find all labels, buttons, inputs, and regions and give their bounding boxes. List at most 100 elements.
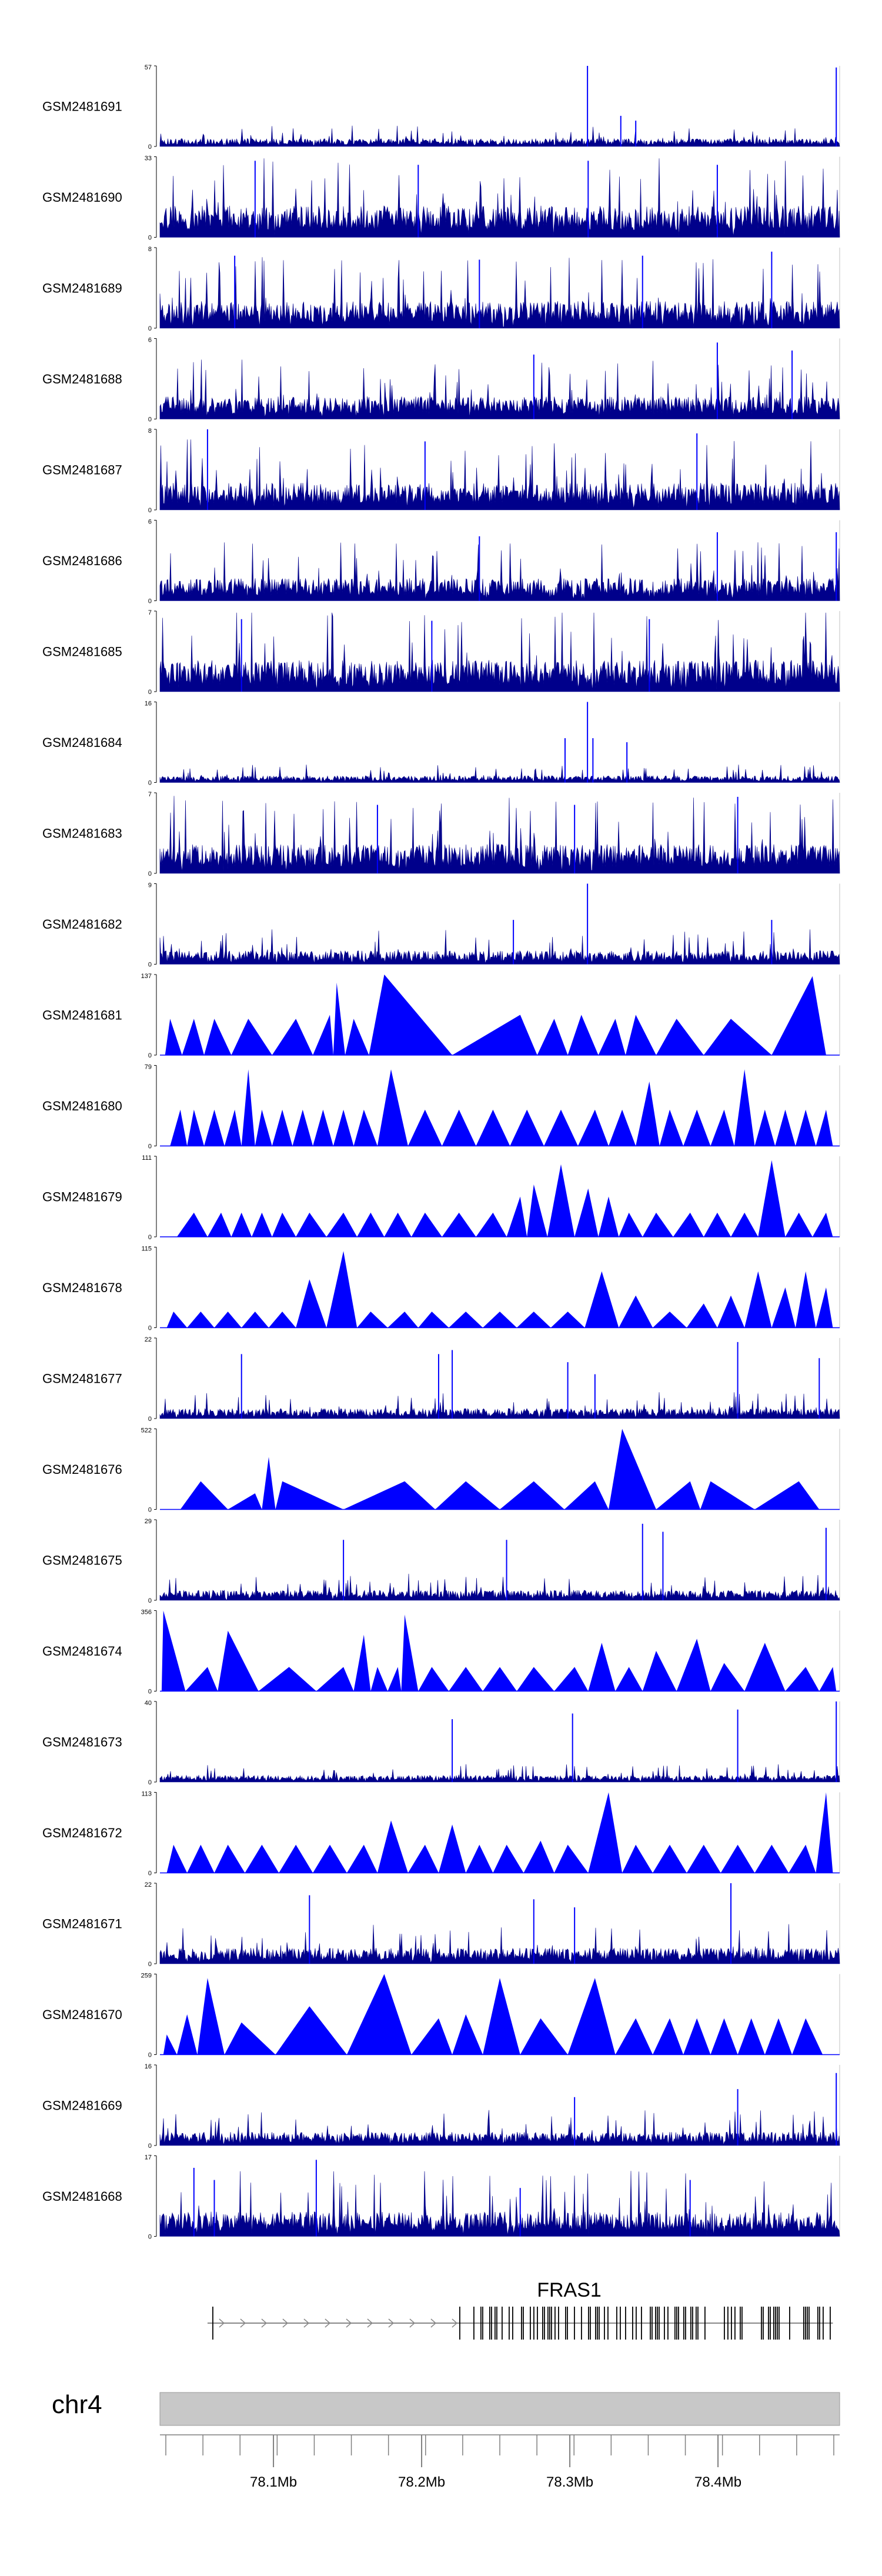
y-min-label: 0: [148, 1779, 152, 1786]
signal-peak: [275, 1481, 344, 1510]
y-min-label: 0: [148, 1507, 152, 1514]
y-max-label: 8: [148, 428, 152, 435]
signal-peak: [452, 1015, 537, 1055]
y-max-label: 522: [141, 1427, 152, 1434]
y-max-label: 6: [148, 519, 152, 526]
signal-peak: [387, 1312, 419, 1328]
signal-peak: [527, 1184, 547, 1237]
signal-peak: [165, 1019, 182, 1055]
signal-peak: [653, 1312, 687, 1328]
signal-peak: [792, 2018, 823, 2055]
signal-peak: [187, 1109, 205, 1146]
signal-peak: [516, 1312, 551, 1328]
y-max-label: 22: [145, 1336, 152, 1343]
y-max-label: 115: [141, 1246, 152, 1253]
signal-peak: [673, 1212, 704, 1237]
signal-peak: [353, 1634, 371, 1691]
signal-peak: [544, 1109, 578, 1146]
x-tick-label: 78.3Mb: [546, 2474, 593, 2490]
signal-area: [159, 439, 840, 510]
signal-peak: [537, 1019, 568, 1055]
track-label: GSM2481679: [42, 1190, 122, 1204]
track-GSM2481671: GSM2481671 22 0: [42, 1881, 840, 1968]
signal-peak: [758, 1160, 786, 1237]
signal-peak: [187, 1844, 215, 1873]
signal-area: [159, 796, 840, 874]
y-max-label: 9: [148, 882, 152, 889]
signal-peak: [550, 1312, 585, 1328]
y-max-label: 16: [145, 700, 152, 708]
signal-peak: [176, 2014, 198, 2055]
signal-peak: [744, 1271, 772, 1328]
signal-peak: [816, 1287, 833, 1328]
signal-peak: [737, 2018, 765, 2055]
track-label: GSM2481690: [42, 190, 122, 205]
signal-peak: [241, 1312, 269, 1328]
y-min-label: 0: [148, 325, 152, 332]
track-label: GSM2481674: [42, 1644, 122, 1659]
track-GSM2481668: GSM2481668 17 0: [42, 2154, 840, 2241]
signal-peak: [710, 1663, 745, 1691]
signal-peak: [228, 1493, 262, 1510]
signal-peak: [771, 976, 826, 1055]
track-GSM2481673: GSM2481673 40 0: [42, 1700, 840, 1786]
y-max-label: 7: [148, 609, 152, 616]
signal-peak: [598, 1196, 619, 1237]
signal-peak: [547, 1164, 575, 1237]
signal-peak: [622, 1844, 653, 1873]
track-label: GSM2481676: [42, 1462, 122, 1477]
track-GSM2481678: GSM2481678 115 0: [42, 1246, 840, 1332]
signal-peak: [493, 1844, 524, 1873]
track-label: GSM2481687: [42, 463, 122, 478]
y-max-label: 113: [141, 1791, 152, 1798]
track-GSM2481682: GSM2481682 9 0: [42, 882, 840, 969]
signal-peak: [204, 1019, 232, 1055]
signal-peak: [258, 1667, 316, 1691]
y-min-label: 0: [148, 1052, 152, 1059]
signal-peak: [180, 1481, 228, 1510]
signal-peak: [523, 1840, 554, 1873]
signal-peak: [357, 1212, 385, 1237]
strand-arrow: [388, 2318, 395, 2328]
signal-area: [159, 1764, 840, 1783]
signal-peak: [683, 2018, 711, 2055]
signal-peak: [588, 1792, 623, 1873]
signal-peak: [333, 1109, 354, 1146]
signal-peak: [588, 1643, 616, 1691]
track-label: GSM2481680: [42, 1099, 122, 1113]
chromosome-ideogram: chr4 78.1Mb 78.2Mb 78.3Mb 78.4Mb: [52, 2390, 840, 2490]
signal-peak: [418, 1312, 449, 1328]
track-GSM2481690: GSM2481690 33 0: [42, 155, 840, 242]
track-GSM2481683: GSM2481683 7 0: [42, 791, 840, 877]
signal-area: [159, 612, 840, 692]
signal-peak: [401, 1614, 419, 1691]
signal-peak: [642, 1651, 677, 1691]
track-label: GSM2481685: [42, 645, 122, 659]
signal-peak: [816, 1792, 833, 1873]
y-max-label: 17: [145, 2154, 152, 2161]
signal-peak: [483, 1978, 520, 2055]
signal-peak: [771, 1287, 796, 1328]
track-label: GSM2481691: [42, 99, 122, 114]
signal-peak: [377, 1820, 408, 1873]
track-label: GSM2481670: [42, 2007, 122, 2022]
track-GSM2481679: GSM2481679 111 0: [42, 1154, 840, 1241]
track-GSM2481689: GSM2481689 8 0: [42, 246, 840, 332]
strand-arrow: [325, 2318, 331, 2328]
signal-peak: [615, 2018, 653, 2055]
y-min-label: 0: [148, 235, 152, 242]
signal-peak: [313, 1109, 333, 1146]
y-max-label: 29: [145, 1518, 152, 1525]
y-min-label: 0: [148, 2052, 152, 2059]
strand-arrow: [367, 2318, 373, 2328]
signal-peak: [642, 1212, 673, 1237]
signal-peak: [500, 1481, 564, 1510]
track-label: GSM2481677: [42, 1372, 122, 1386]
signal-peak: [411, 1212, 442, 1237]
signal-peak: [182, 1019, 205, 1055]
y-min-label: 0: [148, 598, 152, 605]
track-label: GSM2481678: [42, 1280, 122, 1295]
signal-peak: [520, 2018, 568, 2055]
signal-area: [159, 765, 840, 783]
signal-peak: [510, 1109, 544, 1146]
